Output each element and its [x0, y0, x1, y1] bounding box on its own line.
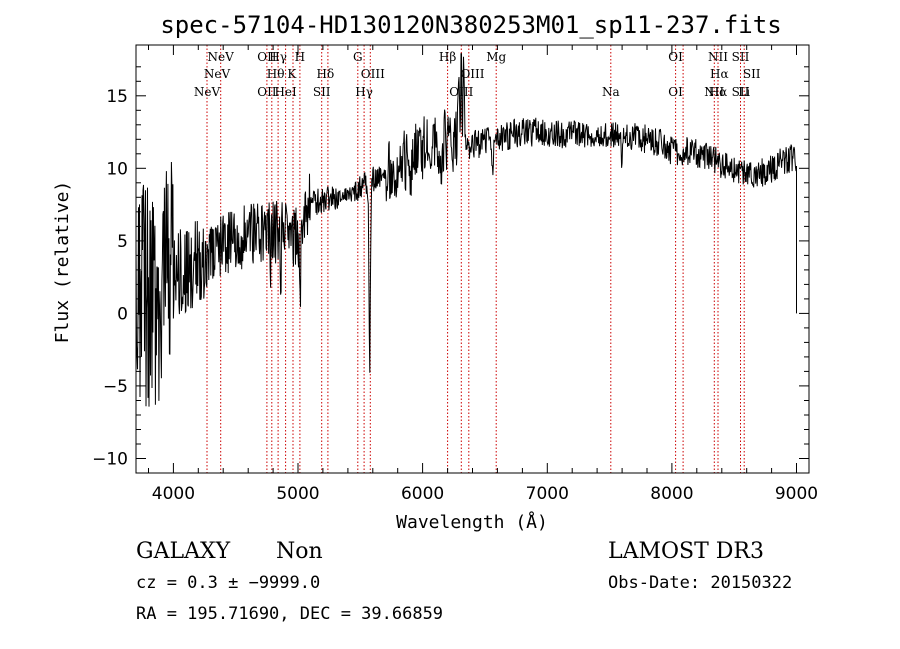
line-label-top: NII — [708, 50, 728, 64]
line-label-middle: Hδ — [317, 67, 335, 81]
line-label-top: SII — [732, 50, 750, 64]
observation-date: Obs-Date: 20150322 — [608, 573, 792, 593]
object-subclass: Non — [276, 539, 323, 564]
y-tick-label: 10 — [106, 159, 128, 179]
spectrum-line — [135, 53, 797, 407]
line-label-middle: SII — [743, 67, 761, 81]
line-label-bottom: Li — [738, 85, 750, 99]
y-tick-label: 5 — [117, 232, 128, 252]
ra-dec-coordinates: RA = 195.71690, DEC = 39.66859 — [136, 604, 443, 624]
line-label-bottom: OI — [668, 85, 683, 99]
line-label-middle: NeV — [204, 67, 231, 81]
x-tick-label: 6000 — [401, 484, 444, 504]
x-tick-label: 9000 — [775, 484, 818, 504]
line-label-bottom: Hγ — [355, 85, 373, 99]
x-tick-label: 4000 — [152, 484, 195, 504]
line-label-top: Hβ — [439, 50, 456, 64]
line-label-top: NeV — [208, 50, 235, 64]
axis-ticks: 4000 5000 6000 7000 8000 9000 −10 −5 0 5 10 15 — [92, 45, 818, 504]
line-label-top: OII — [257, 50, 277, 64]
line-label-top: Hγ — [269, 50, 287, 64]
line-label-middle: OIII — [460, 67, 484, 81]
line-label-bottom: OII — [257, 85, 277, 99]
x-tick-label: 8000 — [650, 484, 693, 504]
line-label-middle: Hα — [710, 67, 729, 81]
line-label-middle: OIII — [361, 67, 385, 81]
line-label-middle: K — [287, 67, 297, 81]
plot-frame — [135, 44, 810, 474]
object-class: GALAXY — [136, 539, 231, 564]
line-label-bottom: OIII — [449, 85, 473, 99]
line-label-bottom: Na — [602, 85, 620, 99]
y-axis-label: Flux (relative) — [52, 181, 73, 344]
line-label-top: OI — [668, 50, 683, 64]
y-tick-label: −10 — [92, 450, 128, 470]
x-tick-label: 5000 — [276, 484, 319, 504]
line-label-top: H — [295, 50, 305, 64]
y-tick-label: −5 — [103, 377, 128, 397]
line-label-top: G — [353, 50, 363, 64]
y-tick-label: 0 — [117, 304, 128, 324]
chart-title: spec-57104-HD130120N380253M01_sp11-237.f… — [160, 11, 781, 39]
x-axis-label: Wavelength (Å) — [396, 511, 548, 533]
line-label-middle: Hθ — [267, 67, 285, 81]
line-label-bottom: SII — [732, 85, 750, 99]
redshift-cz: cz = 0.3 ± −9999.0 — [136, 573, 320, 593]
line-label-top: Mg — [486, 50, 506, 64]
y-tick-label: 15 — [106, 87, 128, 107]
x-tick-label: 7000 — [526, 484, 569, 504]
survey-name: LAMOST DR3 — [608, 539, 764, 564]
line-label-bottom: HeI — [274, 85, 297, 99]
line-label-bottom: NeV — [194, 85, 221, 99]
emission-line-markers — [206, 45, 745, 473]
line-label-bottom: NII — [704, 85, 724, 99]
line-label-bottom: SII — [313, 85, 331, 99]
line-label-bottom: Hα — [709, 85, 728, 99]
